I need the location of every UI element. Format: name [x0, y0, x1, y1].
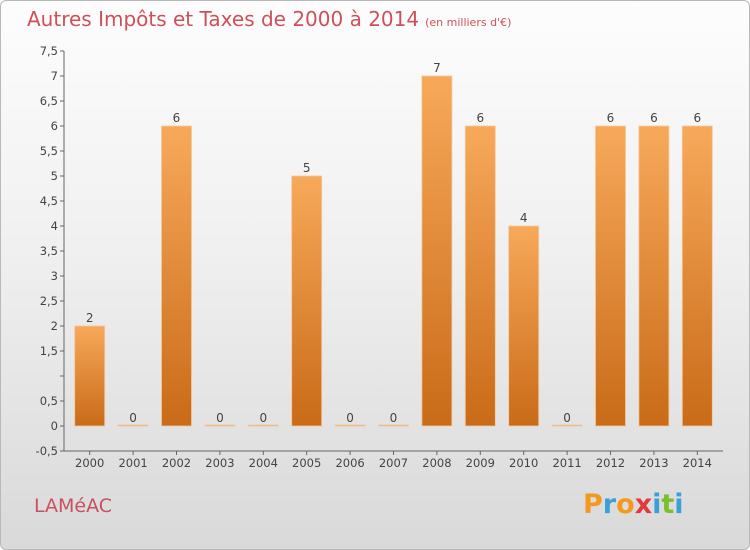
- bar: [291, 175, 323, 427]
- data-label: 0: [563, 411, 571, 425]
- x-tick-label: 2012: [596, 456, 625, 470]
- y-tick-label: 7: [51, 69, 58, 83]
- x-tick-label: 2009: [466, 456, 495, 470]
- bars: 2 0 6 0 0 5 0 0 7 6 4 0 6 6 6: [74, 61, 713, 427]
- data-label: 0: [259, 411, 267, 425]
- data-label: 6: [693, 111, 701, 125]
- x-axis: 2000 2001 2002 2003 2004 2005 2006 2007 2008 2009…: [64, 450, 723, 470]
- brand-logo-letter: r: [602, 489, 617, 520]
- bar: [334, 424, 366, 427]
- data-label: 6: [173, 111, 181, 125]
- brand-logo-letter: o: [616, 489, 635, 520]
- y-tick-label: 0: [51, 419, 58, 433]
- y-tick-label: -0,5: [36, 444, 58, 458]
- bar: [421, 75, 453, 427]
- x-tick-label: 2010: [509, 456, 538, 470]
- bar: [161, 125, 192, 427]
- data-label: 7: [433, 61, 441, 75]
- chart-subtitle: (en milliers d'€): [425, 16, 512, 29]
- data-label: 6: [607, 111, 615, 125]
- x-tick-label: 2008: [422, 456, 451, 470]
- y-tick-label: 2: [51, 319, 58, 333]
- x-tick-label: 2007: [379, 456, 408, 470]
- x-tick-label: 2014: [683, 456, 712, 470]
- x-tick-label: 2003: [205, 456, 234, 470]
- x-tick-label: 2013: [639, 456, 668, 470]
- data-label: 6: [650, 111, 658, 125]
- brand-logo-letter: i: [674, 489, 684, 520]
- bar: [74, 325, 106, 427]
- data-label: 0: [390, 411, 398, 425]
- bar: [681, 125, 713, 427]
- y-tick-label: 4: [51, 219, 58, 233]
- x-tick-label: 2004: [249, 456, 278, 470]
- x-tick-label: 2005: [292, 456, 321, 470]
- bar: [117, 424, 149, 427]
- data-label: 0: [216, 411, 224, 425]
- brand-logo-letter: P: [583, 489, 603, 520]
- y-tick-label: 4,5: [40, 194, 58, 208]
- y-tick-label: 2,5: [40, 294, 58, 308]
- brand-logo-letter: t: [661, 489, 675, 520]
- brand-logo: Proxiti: [583, 489, 684, 520]
- bar: [508, 225, 540, 427]
- x-tick-label: 2001: [118, 456, 147, 470]
- data-label: 6: [476, 111, 484, 125]
- brand-logo-letter: i: [652, 489, 662, 520]
- y-tick-label: 5,5: [40, 144, 58, 158]
- x-tick-label: 2006: [335, 456, 364, 470]
- data-label: 0: [129, 411, 137, 425]
- data-label: 4: [520, 211, 528, 225]
- y-tick-label: 5: [51, 169, 58, 183]
- bar: [595, 125, 626, 427]
- data-label: 0: [346, 411, 354, 425]
- title-row: Autres Impôts et Taxes de 2000 à 2014 (en…: [27, 7, 511, 31]
- data-label: 5: [303, 161, 311, 175]
- chart-title: Autres Impôts et Taxes de 2000 à 2014: [27, 7, 420, 31]
- y-axis: -0,5 0 0,5 1,5 2 2,5 3 3,5 4 4,5 5 5,5 6 6,5 7 7,5: [36, 44, 65, 458]
- y-tick-label: 7,5: [40, 44, 58, 58]
- bar: [378, 424, 409, 427]
- y-tick-label: 1,5: [40, 344, 58, 358]
- bar: [464, 125, 496, 427]
- commune-name: LAMéAC: [34, 495, 113, 517]
- data-label: 2: [86, 311, 94, 325]
- brand-logo-letter: x: [634, 489, 653, 520]
- x-tick-label: 2002: [162, 456, 191, 470]
- y-tick-label: 0,5: [40, 394, 58, 408]
- y-tick-label: 3,5: [40, 244, 58, 258]
- y-tick-label: 6: [51, 119, 58, 133]
- x-tick-label: 2000: [75, 456, 104, 470]
- x-tick-label: 2011: [552, 456, 581, 470]
- y-tick-label: 3: [51, 269, 58, 283]
- bar: [247, 424, 279, 427]
- bar: [551, 424, 583, 427]
- bar: [638, 125, 670, 427]
- y-tick-label: 6,5: [40, 94, 58, 108]
- bar: [204, 424, 236, 427]
